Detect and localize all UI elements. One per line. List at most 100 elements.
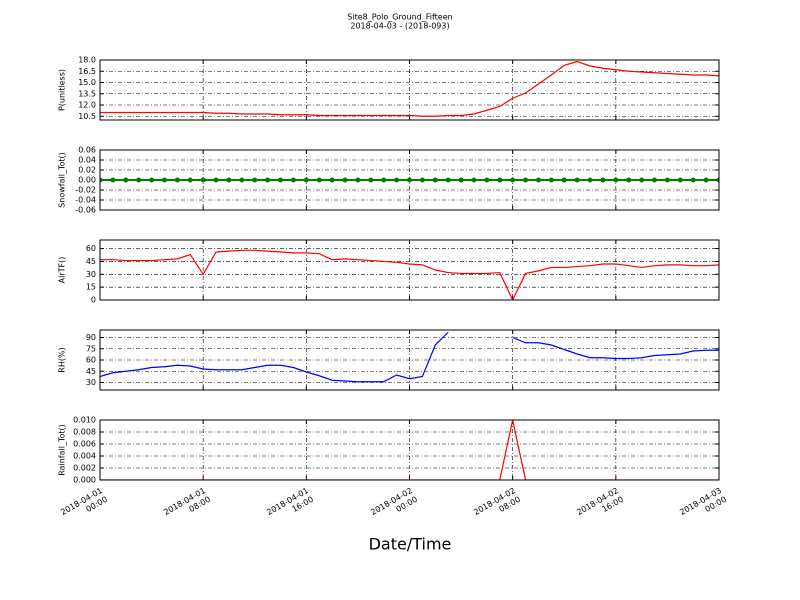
y-tick-label: 12.0 [78,101,96,110]
y-axis-label: RH(%) [58,347,67,372]
y-tick-label: 10.5 [78,112,96,121]
data-point [652,177,658,183]
data-point [626,177,632,183]
data-point [136,177,142,183]
data-point [664,177,670,183]
data-point [677,177,683,183]
y-tick-label: 0.004 [73,452,96,461]
y-tick-label: 60 [86,356,96,365]
y-tick-label: 90 [86,333,96,342]
plot-area [100,60,719,117]
data-point [639,177,645,183]
data-point [161,177,167,183]
y-tick-label: 0.000 [73,476,96,485]
data-point [561,177,567,183]
data-point [213,177,219,183]
data-point [239,177,245,183]
data-point [226,177,232,183]
data-point [535,177,541,183]
data-point [510,177,516,183]
data-point [587,177,593,183]
y-tick-label: 60 [86,244,96,253]
y-tick-label: 30 [86,378,96,387]
y-axis-label: Rainfall_Tot() [58,424,67,476]
y-tick-label: 15 [86,283,96,292]
data-point [497,177,503,183]
data-point [703,177,709,183]
data-point [174,177,180,183]
data-point [290,177,296,183]
y-tick-label: 0.02 [78,166,96,175]
data-point [690,177,696,183]
data-point [419,177,425,183]
plot-area [100,249,719,300]
x-axis-label: Date/Time [369,535,452,554]
y-tick-label: 0.008 [73,428,96,437]
plot-area [100,177,719,183]
y-tick-label: -0.06 [75,206,96,215]
y-tick-label: -0.02 [75,186,96,195]
y-tick-label: 75 [86,344,96,353]
data-point [548,177,554,183]
y-tick-label: 30 [86,270,96,279]
y-axis-label: Snowfall_Tot() [58,152,67,208]
y-tick-label: 0.00 [78,176,96,185]
data-point [355,177,361,183]
data-line [100,60,719,117]
data-point [523,177,529,183]
data-point [368,177,374,183]
y-tick-label: 0.010 [73,416,96,425]
axes-frame [99,329,720,391]
data-point [100,177,103,183]
y-tick-label: 16.5 [78,67,96,76]
data-point [110,177,116,183]
data-point [574,177,580,183]
data-point [149,177,155,183]
data-line [100,331,719,383]
data-point [432,177,438,183]
y-tick-label: 18.0 [78,56,96,65]
y-tick-label: 45 [86,257,96,266]
data-point [716,177,719,183]
data-point [407,177,412,183]
data-point [600,177,606,183]
data-point [252,177,258,183]
data-point [394,177,400,183]
axes-frame [99,149,720,211]
chart-title: Site8_Polo_Ground_Fifteen [347,13,452,22]
y-tick-label: 0 [91,296,96,305]
plot-area [100,331,719,383]
data-point [471,177,477,183]
data-point [445,177,451,183]
data-point [303,177,309,183]
data-point [613,177,619,183]
y-tick-label: -0.04 [75,196,96,205]
y-tick-label: 0.006 [73,440,96,449]
y-tick-label: 0.002 [73,464,96,473]
axes-frame [99,419,720,481]
data-point [484,177,490,183]
data-point [342,177,348,183]
data-point [200,177,206,183]
chart-subtitle: 2018-04-03 - (2018-093) [350,22,449,31]
data-point [458,177,464,183]
data-point [316,177,322,183]
data-point [278,177,284,183]
y-axis-label: P(unitless) [58,69,67,111]
y-tick-label: 45 [86,367,96,376]
data-point [329,177,335,183]
data-point [187,177,193,183]
data-point [381,177,387,183]
y-tick-label: 13.5 [78,89,96,98]
axes-frame [99,239,720,301]
data-point [265,177,271,183]
data-point [123,177,129,183]
axes-frame [99,59,720,121]
y-tick-label: 0.06 [78,146,96,155]
y-axis-label: AirTF() [58,257,67,284]
y-tick-label: 15.0 [78,78,96,87]
data-line [100,249,719,300]
y-tick-label: 0.04 [78,156,96,165]
